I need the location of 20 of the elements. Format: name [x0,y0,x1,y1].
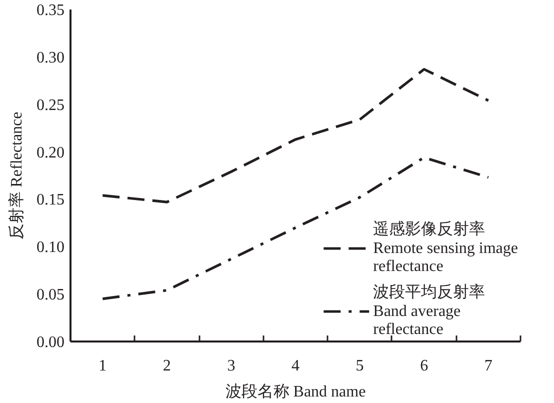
y-axis-title: 反射率 Reflectance [8,112,26,240]
y-tick-label: 0.00 [36,334,64,351]
x-tick-label: 1 [98,358,107,374]
x-tick-label: 3 [227,358,236,374]
y-tick-label: 0.35 [36,2,64,19]
y-tick-label: 0.30 [36,49,64,66]
y-tick-label: 0.05 [36,286,64,304]
legend-label: 遥感影像反射率 Remote sensing image reflectance [373,220,518,276]
legend-label: 波段平均反射率 Band average reflectance [373,282,486,339]
y-tick-label: 0.10 [36,239,64,256]
line-series [101,68,490,204]
x-axis-title: 波段名称 Band name [225,382,366,400]
x-tick-label: 7 [484,358,492,374]
x-tick-label: 6 [420,358,428,374]
y-tick-label: 0.20 [36,144,64,162]
y-tick-label: 0.15 [36,192,64,209]
x-tick-label: 5 [356,358,364,374]
y-tick-label: 0.25 [36,96,64,114]
x-tick-label: 4 [292,358,300,374]
x-tick-label: 2 [162,358,171,374]
